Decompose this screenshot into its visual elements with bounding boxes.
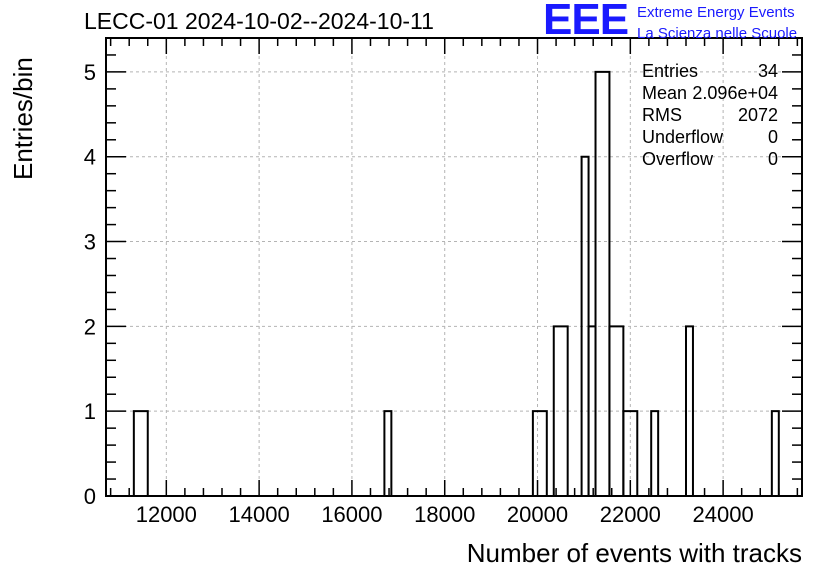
plot-frame xyxy=(105,37,803,497)
y-tick-label: 0 xyxy=(84,484,96,509)
y-tick-label: 2 xyxy=(84,314,96,339)
stat-row-entries: Entries 34 xyxy=(642,60,778,82)
histogram-bin xyxy=(685,325,694,496)
histogram-bin xyxy=(552,325,569,496)
y-tick-label: 1 xyxy=(84,399,96,424)
x-tick-label: 12000 xyxy=(136,502,197,527)
stat-value: 0 xyxy=(767,149,778,169)
x-tick-label: 18000 xyxy=(414,502,475,527)
stat-name: Overflow xyxy=(642,149,714,169)
stat-name: RMS xyxy=(642,105,682,125)
stat-row-rms: RMS 2072 xyxy=(642,104,778,126)
stats-box: Entries 34 Mean 2.096e+04 RMS 2072 Under… xyxy=(642,60,778,170)
stat-name: Underflow xyxy=(642,127,724,147)
histogram-bin xyxy=(622,410,639,496)
histogram-bin xyxy=(132,410,149,496)
stat-value: 0 xyxy=(767,127,778,147)
tick-labels: 12000 14000 16000 18000 20000 22000 24000 0 1 2 3 4… xyxy=(84,60,754,527)
y-tick-label: 5 xyxy=(84,60,96,85)
histogram-bin xyxy=(770,410,780,496)
stat-value: 34 xyxy=(757,61,778,81)
histogram-bin xyxy=(650,410,660,496)
eee-logo-mark: EEE xyxy=(543,0,629,44)
chart-title: LECC-01 2024-10-02--2024-10-11 xyxy=(84,8,434,34)
stat-name: Mean xyxy=(642,83,688,103)
x-axis-label: Number of events with tracks xyxy=(466,538,802,568)
grid-lines xyxy=(106,38,802,496)
histogram-bin xyxy=(594,70,611,496)
logo-line-2: La Scienza nelle Scuole xyxy=(637,25,798,42)
stat-row-mean: Mean 2.096e+04 xyxy=(642,82,778,104)
y-axis-label: Entries/bin xyxy=(8,57,38,180)
y-tick-label: 3 xyxy=(84,230,96,255)
logo-line-1: Extreme Energy Events xyxy=(637,4,795,21)
x-tick-label: 14000 xyxy=(229,502,290,527)
stat-row-underflow: Underflow 0 xyxy=(642,126,778,148)
histogram-bin xyxy=(383,410,393,496)
histogram-bin xyxy=(531,410,548,496)
x-tick-label: 20000 xyxy=(507,502,568,527)
stat-row-overflow: Overflow 0 xyxy=(642,148,778,170)
stat-value: 2.096e+04 xyxy=(692,83,778,103)
y-tick-label: 4 xyxy=(84,145,96,170)
stat-name: Entries xyxy=(642,61,699,81)
x-tick-label: 24000 xyxy=(693,502,754,527)
axis-ticks xyxy=(106,37,802,497)
stat-value: 2072 xyxy=(737,105,778,125)
histogram-bars xyxy=(132,70,780,496)
x-tick-label: 16000 xyxy=(321,502,382,527)
x-tick-label: 22000 xyxy=(600,502,661,527)
